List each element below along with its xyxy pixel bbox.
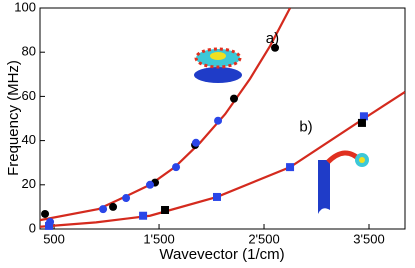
inset-a: [194, 47, 242, 83]
square-point: [359, 112, 368, 121]
circle-point: [191, 138, 200, 147]
circle-point: [146, 180, 155, 189]
y-tick-label: 0: [29, 220, 36, 235]
circle-point: [122, 194, 131, 203]
annotation: a): [266, 30, 279, 47]
circle-point: [271, 43, 280, 52]
x-tick-label: 3'500: [353, 231, 384, 246]
square-point: [45, 221, 54, 230]
fit-curve: [40, 91, 405, 228]
square-point: [357, 118, 366, 127]
circle-point: [41, 209, 50, 218]
y-tick-label: 20: [22, 176, 36, 191]
square-point: [212, 192, 221, 201]
y-tick-label: 60: [22, 88, 36, 103]
plot-frame: [39, 7, 406, 230]
y-tick-label: 80: [22, 44, 36, 59]
circle-point: [99, 205, 108, 214]
circle-point: [172, 163, 181, 172]
circle-point: [109, 202, 118, 211]
fit-curve: [40, 8, 292, 222]
square-point: [139, 211, 148, 220]
y-tick-label: 40: [22, 132, 36, 147]
x-axis-label: Wavevector (1/cm): [159, 246, 284, 263]
inset-b: [318, 150, 369, 214]
annotation: b): [299, 118, 312, 135]
circle-point: [214, 116, 223, 125]
x-tick-label: 1'500: [143, 231, 174, 246]
y-tick-label: 100: [14, 0, 36, 14]
square-point: [161, 205, 170, 214]
x-tick-label: 2'500: [248, 231, 279, 246]
circle-point: [229, 94, 238, 103]
square-point: [286, 163, 295, 172]
x-tick-label: 500: [43, 231, 65, 246]
y-axis-label: Frequency (MHz): [5, 60, 22, 176]
